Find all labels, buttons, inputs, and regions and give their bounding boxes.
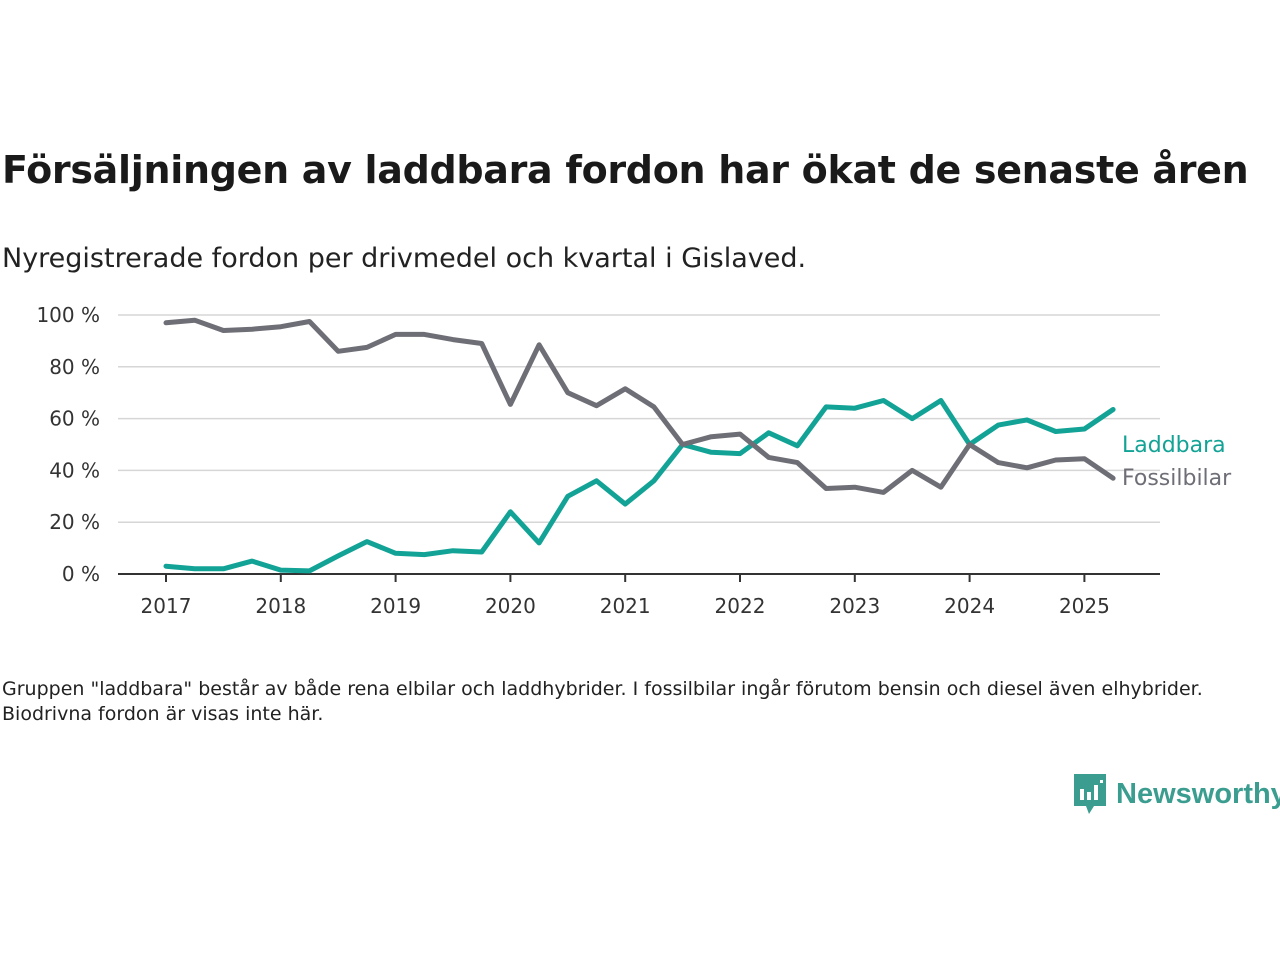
- y-tick-label: 80 %: [49, 355, 100, 379]
- x-tick-label: 2017: [141, 594, 192, 618]
- x-tick-label: 2020: [485, 594, 536, 618]
- y-tick-label: 40 %: [49, 458, 100, 482]
- brand-logo[interactable]: Newsworthy: [1072, 772, 1280, 816]
- footnote: Gruppen "laddbara" består av både rena e…: [2, 678, 1203, 725]
- chart-subtitle: Nyregistrerade fordon per drivmedel och …: [2, 243, 807, 274]
- line-chart: 0 % 20 % 40 % 60 % 80 % 100 % 2017 2018 2019 202…: [36, 303, 1232, 618]
- series-lines: [163, 317, 1116, 574]
- brand-name: Newsworthy: [1116, 777, 1280, 810]
- x-tick-label: 2023: [829, 594, 880, 618]
- y-tick-label: 100 %: [36, 303, 100, 327]
- x-tick-label: 2022: [715, 594, 766, 618]
- x-tick-label: 2018: [255, 594, 306, 618]
- series-line-fossilbilar: [163, 317, 1116, 495]
- y-axis-ticks: 0 % 20 % 40 % 60 % 80 % 100 %: [36, 303, 100, 586]
- y-tick-label: 60 %: [49, 407, 100, 431]
- gridlines: [118, 314, 1160, 523]
- x-tick-label: 2025: [1059, 594, 1110, 618]
- x-axis-ticks: 2017 2018 2019 2020 2021 2022 2023 2024 2025: [141, 574, 1110, 618]
- y-tick-label: 20 %: [49, 510, 100, 534]
- newsworthy-logo-icon: [1074, 774, 1106, 814]
- series-label-laddbara: Laddbara: [1122, 433, 1226, 458]
- series-label-fossilbilar: Fossilbilar: [1122, 466, 1232, 491]
- series-line-laddbara: [163, 398, 1116, 574]
- x-tick-label: 2024: [944, 594, 995, 618]
- x-tick-label: 2019: [370, 594, 421, 618]
- x-tick-label: 2021: [600, 594, 651, 618]
- y-tick-label: 0 %: [62, 562, 100, 586]
- series-labels: Laddbara Fossilbilar: [1122, 433, 1232, 491]
- chart-title: Försäljningen av laddbara fordon har öka…: [2, 148, 1249, 192]
